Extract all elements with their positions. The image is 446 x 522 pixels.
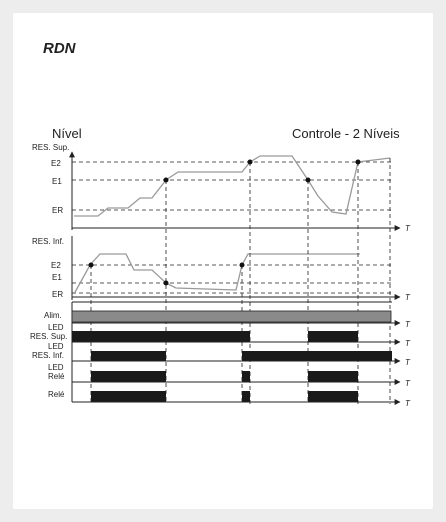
led-res-sup-pulse-2 [308, 331, 358, 342]
lower-level-chart: RES. Inf. E2 E1 ER T [32, 236, 411, 302]
rele-pulse-2 [242, 391, 250, 402]
led-rele-t-label: T [405, 379, 411, 388]
upper-t-label: T [405, 224, 411, 233]
led-res-inf-label-2: RES. Inf. [32, 351, 64, 360]
rele-label: Relé [48, 390, 65, 399]
lower-er-label: ER [52, 290, 63, 299]
rele-pulse-1 [91, 391, 166, 402]
led-res-sup-pulse-1 [72, 331, 250, 342]
led-res-sup-row: LED RES. Sup. T [30, 323, 411, 348]
diagram-card [13, 13, 433, 509]
upper-level-chart: RES. Sup. E2 E1 ER T [32, 143, 411, 233]
rele-pulse-3 [308, 391, 358, 402]
diagram-title: RDN [43, 40, 76, 57]
led-res-sup-label-1: LED [48, 323, 64, 332]
controle-label: Controle - 2 Níveis [292, 126, 400, 141]
led-rele-label-2: Relé [48, 372, 65, 381]
lower-t-label: T [405, 293, 411, 302]
led-rele-pulse-1 [91, 371, 166, 382]
led-rele-row: LED Relé T [48, 363, 411, 388]
alim-t-label: T [405, 320, 411, 329]
nivel-label: Nível [52, 126, 82, 141]
alim-row: Alim. T [44, 302, 411, 402]
event-markers [88, 159, 361, 286]
led-res-sup-t-label: T [405, 339, 411, 348]
alim-label: Alim. [44, 311, 62, 320]
alim-bar [71, 310, 392, 323]
upper-level-curve [74, 155, 391, 217]
lower-e1-label: E1 [52, 273, 62, 282]
rele-row: Relé T [48, 390, 411, 408]
led-rele-pulse-2 [242, 371, 250, 382]
upper-res-sup-label: RES. Sup. [32, 143, 69, 152]
led-rele-pulse-3 [308, 371, 358, 382]
rele-t-label: T [405, 399, 411, 408]
led-res-inf-pulse-2 [242, 351, 392, 361]
led-res-inf-pulse-1 [91, 351, 166, 361]
led-res-sup-label-2: RES. Sup. [30, 332, 67, 341]
led-res-inf-label-1: LED [48, 342, 64, 351]
led-rele-label-1: LED [48, 363, 64, 372]
upper-e1-label: E1 [52, 177, 62, 186]
lower-level-curve [73, 253, 360, 295]
lower-e2-label: E2 [51, 261, 61, 270]
led-res-inf-row: LED RES. Inf. T [32, 342, 411, 367]
upper-er-label: ER [52, 206, 63, 215]
lower-res-inf-label: RES. Inf. [32, 237, 64, 246]
led-res-inf-t-label: T [405, 358, 411, 367]
event-lines [90, 158, 391, 404]
upper-e2-label: E2 [51, 159, 61, 168]
